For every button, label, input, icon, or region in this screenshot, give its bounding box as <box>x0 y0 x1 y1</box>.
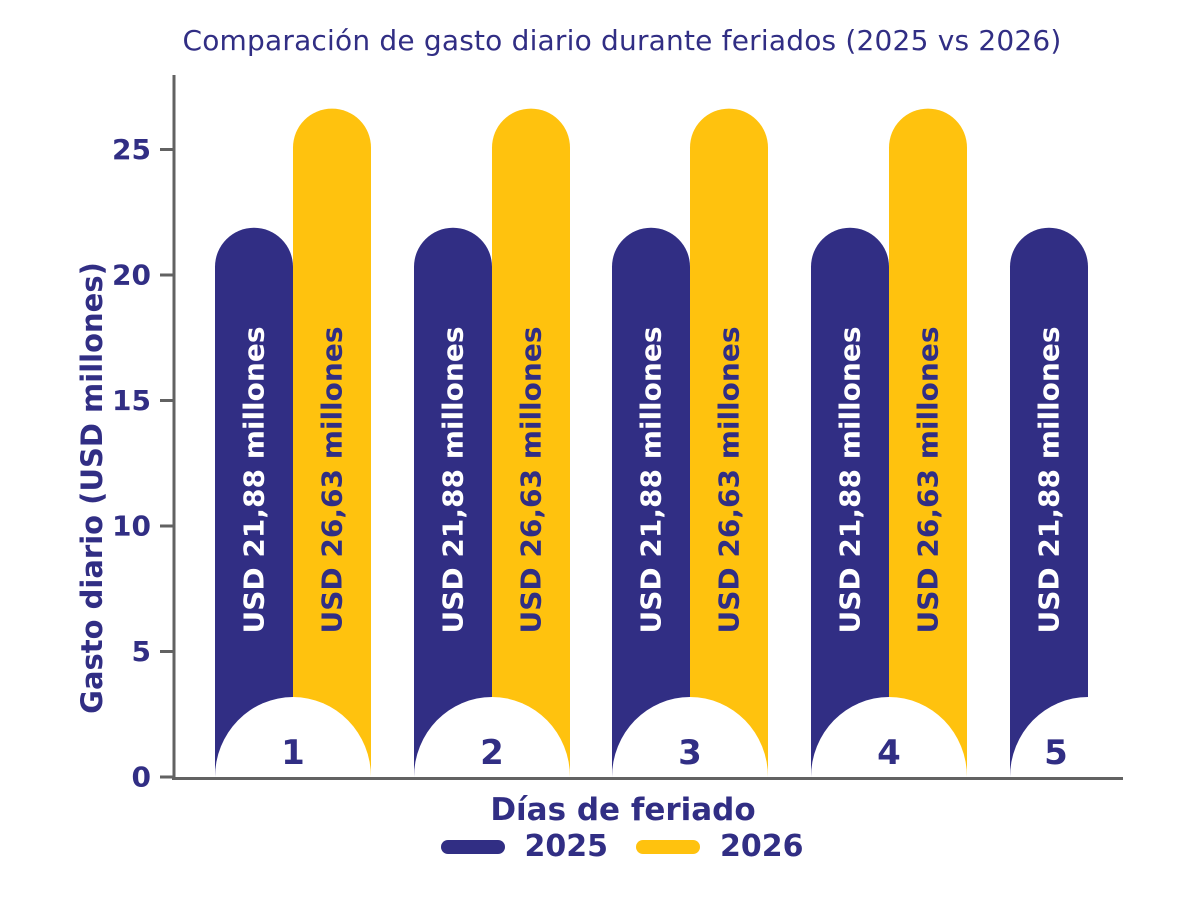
x-tick-label-day-2: 2 <box>480 733 504 773</box>
y-tick-label-10: 10 <box>112 510 151 543</box>
base-arch-day-1 <box>215 697 371 777</box>
bar-2025-day-2 <box>414 227 492 778</box>
legend-label-2025: 2025 <box>524 829 609 864</box>
bar-value-label-2025-day-4: USD 21,88 millones <box>834 326 867 633</box>
bar-2025-day-5 <box>1010 227 1088 778</box>
y-tick-label-20: 20 <box>112 259 151 292</box>
base-arch-day-4 <box>811 697 967 777</box>
chart-title: Comparación de gasto diario durante feri… <box>182 24 1062 57</box>
y-tick-label-15: 15 <box>112 384 151 417</box>
bar-2025-day-1 <box>215 227 293 778</box>
bar-value-label-2026-day-2: USD 26,63 millones <box>515 326 548 633</box>
legend-swatch-2025 <box>440 840 505 854</box>
x-tick-label-day-5: 5 <box>1044 733 1068 773</box>
bar-value-label-2025-day-2: USD 21,88 millones <box>437 326 470 633</box>
base-arch-day-5 <box>1010 697 1166 777</box>
y-tick-label-25: 25 <box>112 133 151 166</box>
x-axis-title: Días de feriado <box>490 792 756 828</box>
y-tick-label-0: 0 <box>132 761 151 794</box>
y-tick-label-5: 5 <box>132 635 151 668</box>
y-axis-title: Gasto diario (USD millones) <box>75 262 109 714</box>
legend-swatch-2026 <box>636 840 700 854</box>
bar-2025-day-3 <box>612 227 690 778</box>
x-tick-label-day-3: 3 <box>678 733 702 773</box>
bar-2025-day-4 <box>811 227 889 778</box>
legend: 2025 2026 <box>322 831 922 863</box>
x-tick-label-day-1: 1 <box>281 733 305 773</box>
x-tick-label-day-4: 4 <box>877 733 901 773</box>
bar-2026-day-2 <box>492 108 570 777</box>
base-arch-day-2 <box>414 697 570 777</box>
bar-2026-day-3 <box>690 108 768 777</box>
bar-value-label-2025-day-5: USD 21,88 millones <box>1033 326 1066 633</box>
bar-2026-day-1 <box>293 108 371 777</box>
legend-label-2026: 2026 <box>720 829 804 864</box>
bar-value-label-2026-day-4: USD 26,63 millones <box>912 326 945 633</box>
bar-value-label-2026-day-1: USD 26,63 millones <box>316 326 349 633</box>
bar-value-label-2025-day-1: USD 21,88 millones <box>238 326 271 633</box>
bar-2026-day-4 <box>889 108 967 777</box>
base-arch-day-3 <box>612 697 768 777</box>
bar-value-label-2025-day-3: USD 21,88 millones <box>635 326 668 633</box>
bar-value-label-2026-day-3: USD 26,63 millones <box>713 326 746 633</box>
